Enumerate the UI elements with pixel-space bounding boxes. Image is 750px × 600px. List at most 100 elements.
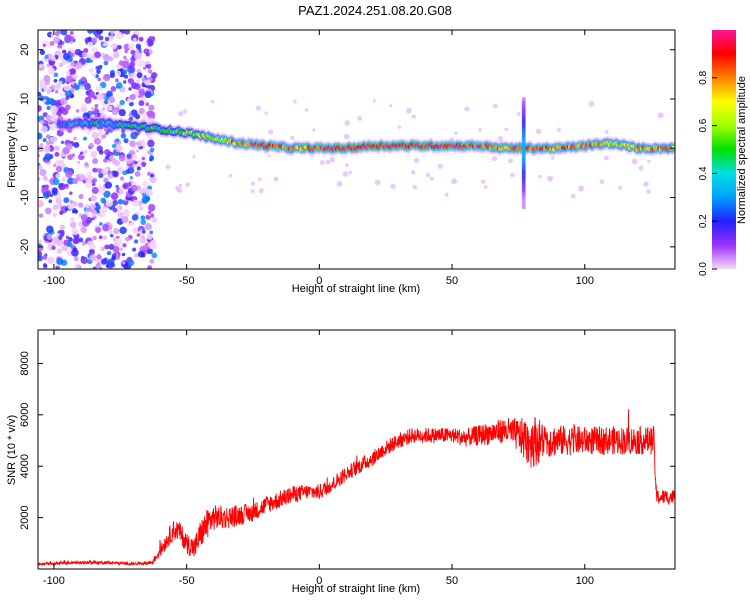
noise-point (45, 87, 52, 95)
noise-point (49, 123, 57, 131)
sparse-point (631, 158, 638, 165)
noise-point (145, 61, 149, 65)
noise-point (78, 237, 84, 243)
sparse-point (210, 99, 215, 104)
sparse-point (643, 181, 649, 187)
noise-point (38, 104, 42, 112)
noise-point (96, 254, 102, 260)
noise-point (83, 136, 87, 141)
noise-point (132, 247, 137, 252)
noise-point (117, 211, 124, 218)
noise-point (115, 78, 119, 83)
sparse-point (290, 135, 295, 140)
noise-point (127, 42, 135, 50)
noise-point (149, 230, 154, 235)
sparse-point (345, 163, 349, 167)
noise-point (150, 173, 154, 178)
noise-point (108, 243, 115, 250)
noise-point (132, 199, 140, 207)
noise-point (122, 243, 127, 248)
y-tick-label: 0 (19, 145, 31, 151)
noise-point (79, 85, 85, 91)
noise-point (148, 104, 155, 111)
noise-point (53, 36, 61, 44)
noise-point (42, 255, 48, 261)
noise-point (38, 95, 45, 102)
noise-point (38, 177, 41, 181)
noise-point (88, 67, 94, 74)
y-tick-label: 6000 (19, 403, 31, 427)
sparse-point (646, 189, 651, 194)
noise-point (122, 69, 128, 75)
noise-point (55, 83, 62, 90)
noise-point (110, 192, 119, 200)
noise-point (129, 221, 135, 226)
noise-point (70, 53, 75, 58)
spike-feature (521, 96, 526, 210)
noise-point (59, 92, 65, 97)
noise-point (88, 142, 95, 149)
noise-point (115, 255, 120, 260)
noise-point (138, 36, 144, 42)
noise-point (90, 106, 96, 112)
noise-point (147, 69, 153, 74)
noise-point (56, 257, 64, 265)
noise-point (60, 140, 65, 145)
noise-point (42, 191, 50, 199)
noise-point (102, 235, 107, 240)
noise-point (129, 93, 136, 101)
noise-point (59, 224, 66, 230)
noise-point (50, 105, 58, 113)
y-tick-label: 20 (19, 44, 31, 56)
noise-point (131, 109, 138, 117)
noise-point (92, 158, 99, 165)
x-tick-label: -50 (179, 275, 195, 287)
sparse-point (426, 172, 431, 178)
noise-point (39, 168, 47, 177)
noise-point (134, 52, 142, 60)
noise-point (135, 43, 142, 50)
noise-point (72, 237, 80, 245)
noise-point (88, 249, 95, 256)
noise-point (97, 132, 103, 137)
noise-point (101, 206, 108, 213)
noise-point (142, 244, 148, 251)
noise-point (52, 204, 59, 211)
sparse-point (571, 193, 576, 199)
noise-point (117, 103, 122, 108)
noise-point (38, 91, 42, 97)
noise-point (97, 212, 102, 217)
noise-point (89, 203, 96, 210)
sparse-point (406, 107, 412, 114)
noise-point (71, 249, 79, 257)
y-tick-label: -20 (19, 239, 31, 255)
noise-point (86, 240, 94, 247)
noise-point (122, 170, 128, 176)
noise-point (105, 199, 114, 207)
noise-point (106, 128, 111, 133)
noise-point (56, 248, 63, 254)
spectrogram-x-ticks: -100 -50 0 50 100 (43, 30, 594, 287)
noise-point (84, 96, 92, 104)
noise-point (106, 159, 111, 163)
noise-point (131, 154, 138, 161)
noise-point (114, 151, 119, 157)
colorbar-gradient (712, 30, 736, 269)
noise-point (131, 214, 139, 221)
sparse-point (344, 120, 351, 126)
noise-point (110, 86, 117, 92)
noise-point (112, 207, 118, 213)
noise-point (70, 61, 76, 67)
noise-point (105, 56, 111, 62)
noise-point (96, 69, 101, 74)
sparse-point (493, 103, 498, 109)
y-tick-label: 8000 (19, 351, 31, 375)
noise-point (109, 37, 113, 42)
noise-point (58, 80, 63, 86)
noise-point (63, 84, 71, 92)
noise-point (51, 245, 56, 251)
noise-point (94, 103, 99, 108)
noise-point (145, 63, 152, 69)
spectrogram-x-axis-label: Height of straight line (km) (292, 283, 420, 295)
noise-point (115, 144, 123, 153)
